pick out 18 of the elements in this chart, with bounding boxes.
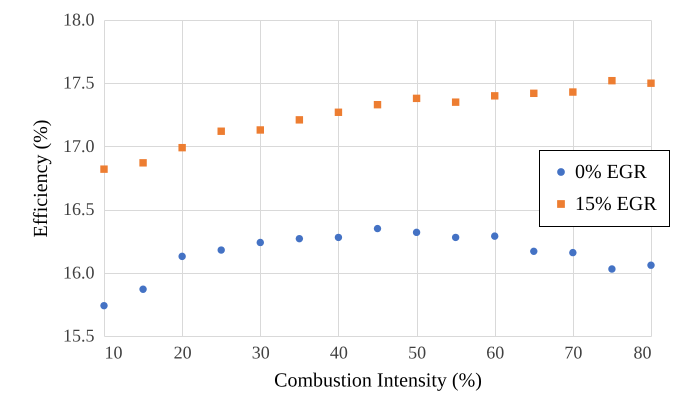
y-tick-label: 16.0 xyxy=(63,262,94,282)
x-tick-label: 70 xyxy=(564,342,582,362)
y-tick-label: 15.5 xyxy=(63,326,94,346)
x-tick-label: 30 xyxy=(252,342,270,362)
x-tick-label: 80 xyxy=(634,342,652,362)
x-tick-label: 60 xyxy=(486,342,504,362)
y-axis-title: Efficiency (%) xyxy=(30,120,52,238)
y-tick-label: 16.5 xyxy=(63,199,94,220)
x-tick-label: 50 xyxy=(408,342,426,362)
x-axis-title: Combustion Intensity (%) xyxy=(274,370,482,392)
y-tick-label: 18.0 xyxy=(63,10,94,30)
x-tick-label: 40 xyxy=(330,342,348,362)
y-tick-label: 17.5 xyxy=(63,72,94,93)
legend-label: 0% EGR xyxy=(575,161,648,183)
x-tick-label: 20 xyxy=(174,342,192,362)
y-tick-label: 17.0 xyxy=(63,136,94,156)
legend-label: 15% EGR xyxy=(575,193,658,215)
x-tick-label: 10 xyxy=(104,342,122,362)
